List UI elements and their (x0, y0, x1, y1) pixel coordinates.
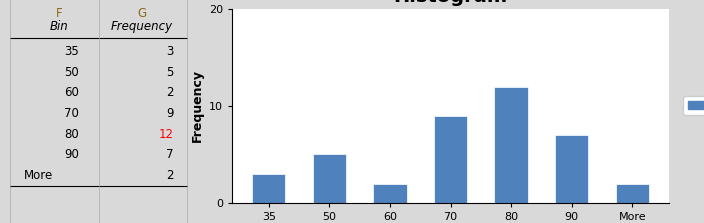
Bar (494, 87, 528, 203)
Bar (373, 184, 407, 203)
Text: 3: 3 (166, 45, 173, 58)
Text: 50: 50 (64, 66, 79, 78)
Text: 60: 60 (64, 86, 79, 99)
Bar (615, 184, 649, 203)
Text: 70: 70 (64, 107, 79, 120)
Y-axis label: Frequency: Frequency (191, 69, 203, 142)
Text: Bin: Bin (50, 20, 68, 33)
Text: 9: 9 (166, 107, 173, 120)
Text: 80: 80 (64, 128, 79, 141)
Bar (555, 135, 589, 203)
Bar (434, 116, 467, 203)
Text: 2: 2 (166, 169, 173, 182)
Text: More: More (24, 169, 53, 182)
Text: 2: 2 (166, 86, 173, 99)
Legend: Frequency: Frequency (683, 97, 704, 115)
Text: G: G (137, 7, 146, 20)
Text: 12: 12 (158, 128, 173, 141)
Text: 35: 35 (64, 45, 79, 58)
Text: F: F (56, 7, 63, 20)
Title: Histogram: Histogram (394, 0, 508, 6)
Text: 5: 5 (166, 66, 173, 78)
Bar (252, 174, 286, 203)
Bar (313, 155, 346, 203)
Text: 7: 7 (166, 149, 173, 161)
Text: 90: 90 (64, 149, 79, 161)
Text: Frequency: Frequency (111, 20, 173, 33)
